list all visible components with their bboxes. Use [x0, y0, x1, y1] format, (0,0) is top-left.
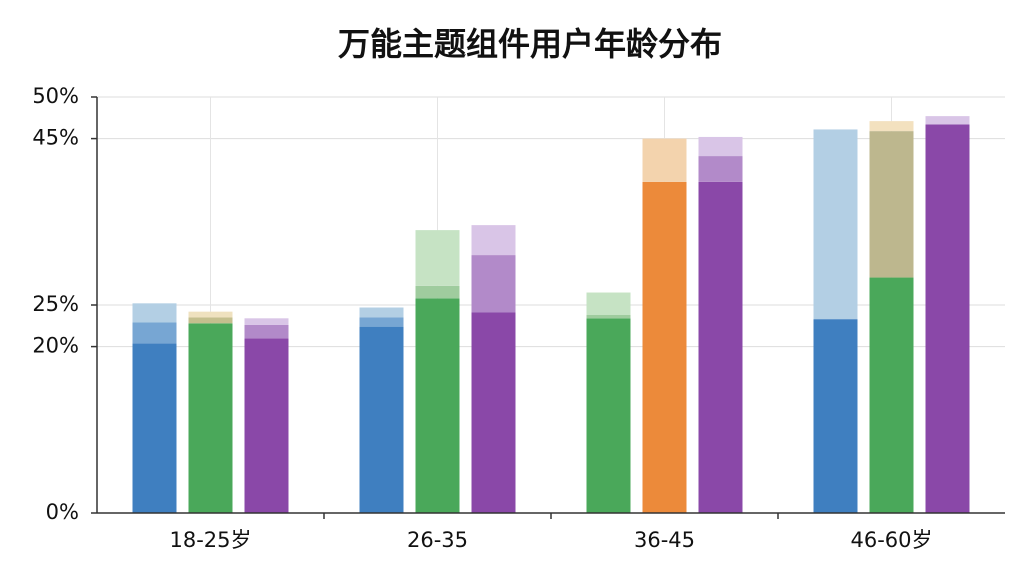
bar-segment — [813, 129, 858, 320]
bar-segment — [698, 156, 743, 182]
bar-segment — [925, 116, 970, 125]
bar-segment — [471, 255, 516, 313]
bar-segment — [244, 318, 289, 325]
bar-segment — [132, 303, 177, 323]
bar-segment — [188, 323, 233, 513]
bar-segment — [359, 307, 404, 318]
bar-segment — [244, 324, 289, 339]
bar-segment — [188, 317, 233, 324]
bar-segment — [642, 138, 687, 182]
bar-segment — [813, 319, 858, 513]
bar-segment — [415, 285, 460, 299]
bar-segment — [869, 131, 914, 278]
bar-segment — [415, 230, 460, 286]
bar-segment — [244, 338, 289, 513]
bar-segment — [471, 225, 516, 256]
y-tick-label: 45% — [32, 126, 79, 150]
bar-segment — [586, 314, 631, 319]
x-tick-label: 46-60岁 — [850, 528, 932, 552]
bar-segment — [415, 298, 460, 513]
bar-segment — [359, 317, 404, 327]
bar-segment — [132, 322, 177, 344]
bar-segment — [132, 343, 177, 513]
bar-segment — [698, 136, 743, 157]
x-tick-label: 26-35 — [407, 528, 468, 552]
bar-segment — [698, 181, 743, 513]
bar-segment — [869, 121, 914, 132]
y-tick-label: 50% — [32, 84, 79, 108]
y-tick-label: 0% — [46, 500, 79, 524]
x-tick-label: 18-25岁 — [169, 528, 251, 552]
bar-segment — [642, 181, 687, 513]
y-tick-label: 25% — [32, 292, 79, 316]
bar-segment — [188, 311, 233, 318]
chart-title: 万能主题组件用户年龄分布 — [338, 25, 722, 63]
x-tick-label: 36-45 — [634, 528, 695, 552]
bar-segment — [869, 277, 914, 513]
y-tick-label: 20% — [32, 334, 79, 358]
bar-segment — [586, 292, 631, 315]
bar-segment — [359, 326, 404, 513]
bar-segment — [586, 318, 631, 513]
bar-segment — [925, 124, 970, 514]
bar-segment — [471, 312, 516, 513]
